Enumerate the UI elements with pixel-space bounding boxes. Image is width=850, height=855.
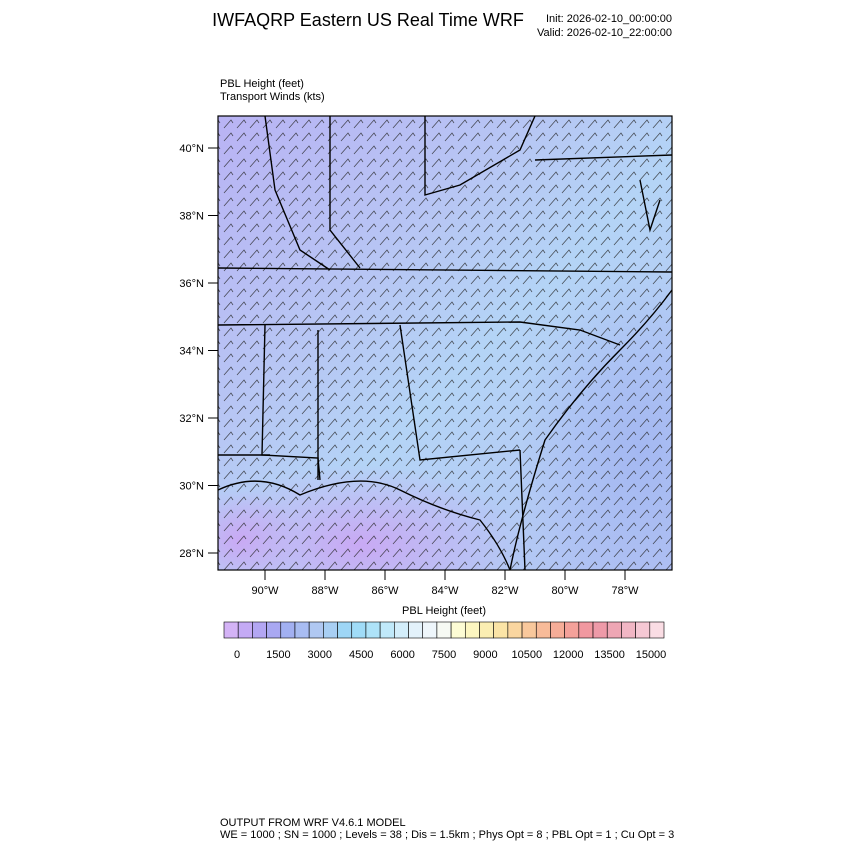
colorbar-box xyxy=(535,621,551,639)
colorbar-box xyxy=(507,621,523,639)
field-label: Transport Winds (kts) xyxy=(220,91,325,103)
lon-label: 78°W xyxy=(611,585,639,597)
colorbar-label: 9000 xyxy=(473,649,497,661)
colorbar-label: 1500 xyxy=(266,649,290,661)
colorbar-box xyxy=(422,621,438,639)
colorbar-box xyxy=(337,621,353,639)
lon-label: 84°W xyxy=(431,585,459,597)
footer-line: OUTPUT FROM WRF V4.6.1 MODEL xyxy=(220,817,406,829)
lon-label: 80°W xyxy=(551,585,579,597)
colorbar-box xyxy=(578,621,594,639)
colorbar-box xyxy=(550,621,565,639)
colorbar-box xyxy=(649,621,665,639)
colorbar-box xyxy=(436,621,452,639)
colorbar-box xyxy=(479,621,494,639)
colorbar-box xyxy=(266,621,282,639)
lat-label: 40°N xyxy=(179,143,204,155)
colorbar-box xyxy=(564,621,580,639)
lat-label: 32°N xyxy=(179,413,204,425)
colorbar-box xyxy=(308,621,324,639)
colorbar-box xyxy=(606,621,622,639)
colorbar-box xyxy=(365,621,381,639)
map-axes: 40°N 38°N 36°N 34°N 32°N 30°N 28°N 90°W 88°W 86°W… xyxy=(179,143,639,597)
map xyxy=(218,116,672,570)
colorbar-label: 7500 xyxy=(432,649,456,661)
colorbar-label: 0 xyxy=(234,649,240,661)
lat-label: 38°N xyxy=(179,211,204,223)
colorbar-box xyxy=(493,621,509,639)
colorbar-box xyxy=(521,621,537,639)
colorbar-box xyxy=(621,621,636,639)
colorbar-title: PBL Height (feet) xyxy=(402,605,486,617)
colorbar-box xyxy=(223,621,239,639)
colorbar-box xyxy=(450,621,466,639)
title: IWFAQRP Eastern US Real Time WRF xyxy=(212,10,524,30)
lat-label: 34°N xyxy=(179,346,204,358)
colorbar-label: 10500 xyxy=(512,649,543,661)
colorbar-box xyxy=(237,621,253,639)
colorbar-label: 13500 xyxy=(594,649,625,661)
valid-time: Valid: 2026-02-10_22:00:00 xyxy=(537,27,672,39)
colorbar: 0 1500 3000 4500 6000 7500 9000 10500 12000 13500… xyxy=(223,621,667,661)
colorbar-box xyxy=(408,621,424,639)
colorbar-box xyxy=(323,621,338,639)
colorbar-label: 3000 xyxy=(308,649,332,661)
lon-label: 90°W xyxy=(251,585,279,597)
colorbar-box xyxy=(351,621,367,639)
colorbar-box xyxy=(635,621,651,639)
lon-label: 82°W xyxy=(491,585,519,597)
colorbar-box xyxy=(464,621,480,639)
colorbar-box xyxy=(592,621,608,639)
lat-label: 36°N xyxy=(179,278,204,290)
lat-label: 30°N xyxy=(179,481,204,493)
colorbar-box xyxy=(280,621,296,639)
colorbar-box xyxy=(394,621,409,639)
init-time: Init: 2026-02-10_00:00:00 xyxy=(546,13,672,25)
colorbar-box xyxy=(252,621,267,639)
field-label: PBL Height (feet) xyxy=(220,78,304,90)
lon-label: 88°W xyxy=(311,585,339,597)
lat-label: 28°N xyxy=(179,548,204,560)
colorbar-label: 6000 xyxy=(390,649,414,661)
colorbar-label: 4500 xyxy=(349,649,373,661)
colorbar-box xyxy=(294,621,310,639)
colorbar-label: 12000 xyxy=(553,649,584,661)
footer-line: WE = 1000 ; SN = 1000 ; Levels = 38 ; Di… xyxy=(220,829,674,841)
colorbar-box xyxy=(379,621,395,639)
colorbar-label: 15000 xyxy=(636,649,667,661)
lon-label: 86°W xyxy=(371,585,399,597)
